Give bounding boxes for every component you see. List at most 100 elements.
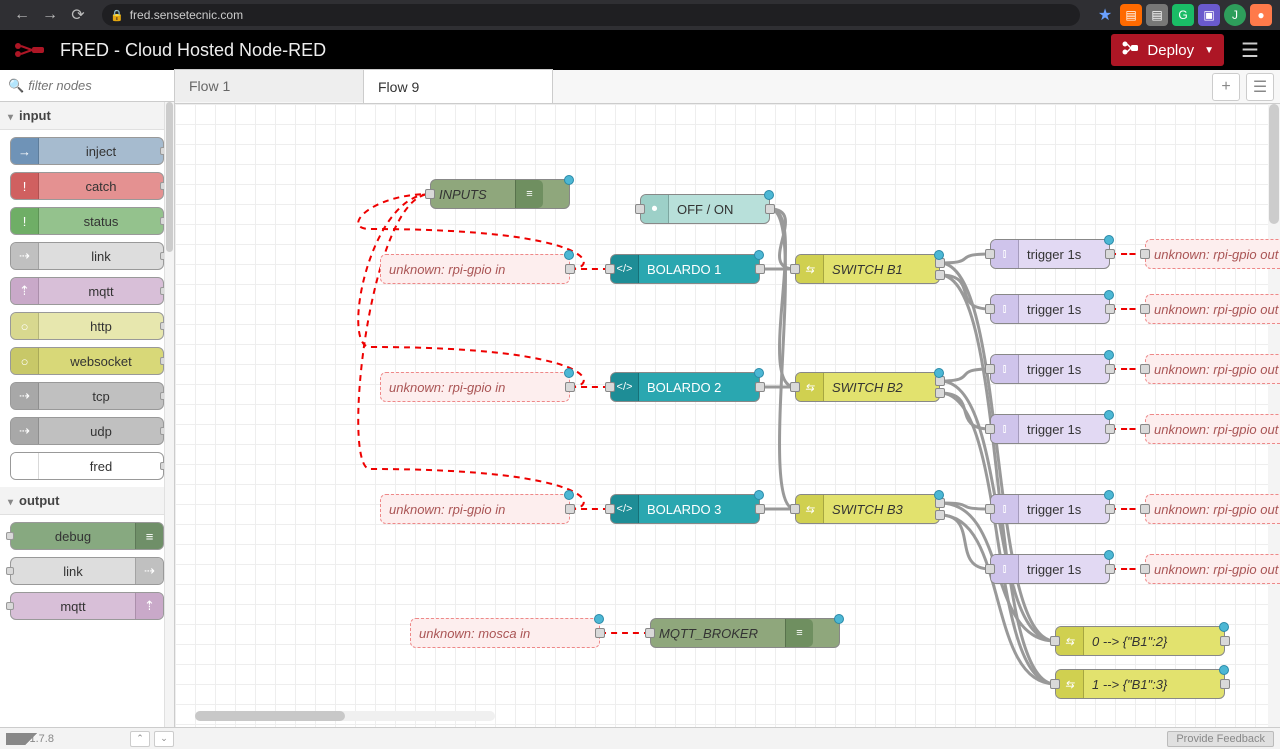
palette-node-status[interactable]: !status — [10, 207, 164, 235]
flow-node-label: trigger 1s — [1019, 362, 1109, 377]
flow-node-mosca[interactable]: unknown: mosca in — [410, 618, 600, 648]
palette-node-websocket[interactable]: ○websocket — [10, 347, 164, 375]
palette-category-input[interactable]: input — [0, 102, 174, 130]
flow-node-chg1[interactable]: ⇆0 --> {"B1":2} — [1055, 626, 1225, 656]
flow-node-tr1a[interactable]: ⫾trigger 1s — [990, 239, 1110, 269]
palette-node-label: debug — [11, 529, 135, 544]
zoom-reset-button[interactable]: ⌄ — [154, 731, 174, 747]
flow-node-label: INPUTS — [431, 187, 515, 202]
add-tab-button[interactable]: + — [1212, 73, 1240, 101]
palette-node-fred[interactable]: ◆fred — [10, 452, 164, 480]
palette-node-link[interactable]: ⇢link — [10, 242, 164, 270]
changed-badge-icon — [1104, 235, 1114, 245]
status-icon: ! — [11, 208, 39, 234]
flow-node-sw2[interactable]: ⇆SWITCH B2 — [795, 372, 940, 402]
changed-badge-icon — [1219, 622, 1229, 632]
canvas-h-scrollbar[interactable] — [195, 711, 495, 721]
palette-node-inject[interactable]: →inject — [10, 137, 164, 165]
palette-node-udp[interactable]: ⇢udp — [10, 417, 164, 445]
address-bar[interactable]: 🔒 fred.sensetecnic.com — [102, 4, 1080, 26]
palette-category-output[interactable]: output — [0, 487, 174, 515]
changed-badge-icon — [1104, 490, 1114, 500]
flow-node-tr2b[interactable]: ⫾trigger 1s — [990, 414, 1110, 444]
chg2-icon: ⇆ — [1056, 670, 1084, 698]
flow-node-bol3[interactable]: </>BOLARDO 3 — [610, 494, 760, 524]
flow-node-tr3a[interactable]: ⫾trigger 1s — [990, 494, 1110, 524]
http-icon: ○ — [11, 313, 39, 339]
palette-node-label: mqtt — [11, 599, 135, 614]
bol3-icon: </> — [611, 495, 639, 523]
palette-node-label: catch — [39, 179, 163, 194]
palette-node-catch[interactable]: !catch — [10, 172, 164, 200]
udp-icon: ⇢ — [11, 418, 39, 444]
deploy-icon — [1121, 41, 1139, 59]
flow-node-mqttb[interactable]: ≡MQTT_BROKER — [650, 618, 840, 648]
tab-flow-9[interactable]: Flow 9 — [363, 69, 553, 103]
flow-node-gout2a[interactable]: unknown: rpi-gpio out — [1145, 354, 1280, 384]
palette-node-label: mqtt — [39, 284, 163, 299]
flow-node-bol2[interactable]: </>BOLARDO 2 — [610, 372, 760, 402]
palette-scrollbar[interactable] — [164, 102, 174, 727]
flow-node-sw3[interactable]: ⇆SWITCH B3 — [795, 494, 940, 524]
flow-node-label: BOLARDO 2 — [639, 380, 759, 395]
tr2b-icon: ⫾ — [991, 415, 1019, 443]
menu-button[interactable]: ☰ — [1230, 30, 1270, 70]
zoom-fit-button[interactable]: ⌃ — [130, 731, 150, 747]
flow-node-tr1b[interactable]: ⫾trigger 1s — [990, 294, 1110, 324]
ext-orange-icon[interactable]: ● — [1250, 4, 1272, 26]
flow-node-label: MQTT_BROKER — [651, 626, 785, 641]
rss2-icon[interactable]: ▤ — [1146, 4, 1168, 26]
back-icon[interactable]: ← — [8, 1, 36, 29]
changed-badge-icon — [1104, 550, 1114, 560]
flow-node-chg2[interactable]: ⇆1 --> {"B1":3} — [1055, 669, 1225, 699]
palette-node-mqtt[interactable]: ⇡mqtt — [10, 277, 164, 305]
flow-node-label: 1 --> {"B1":3} — [1084, 677, 1224, 692]
flow-node-gpioin3[interactable]: unknown: rpi-gpio in — [380, 494, 570, 524]
grammarly-icon[interactable]: G — [1172, 4, 1194, 26]
mqttb-icon: ≡ — [785, 619, 813, 647]
flow-node-tr2a[interactable]: ⫾trigger 1s — [990, 354, 1110, 384]
palette-node-link[interactable]: ⇢link — [10, 557, 164, 585]
fred-icon: ◆ — [11, 453, 39, 479]
changed-badge-icon — [1104, 410, 1114, 420]
flow-node-bol1[interactable]: </>BOLARDO 1 — [610, 254, 760, 284]
tcp-icon: ⇢ — [11, 383, 39, 409]
changed-badge-icon — [834, 614, 844, 624]
caret-down-icon: ▼ — [1204, 45, 1214, 56]
palette-search[interactable]: 🔍 — [0, 70, 174, 102]
flow-node-inputs[interactable]: ≡INPUTS — [430, 179, 570, 209]
palette-node-mqtt[interactable]: ⇡mqtt — [10, 592, 164, 620]
palette-node-http[interactable]: ○http — [10, 312, 164, 340]
flow-node-offon[interactable]: ⏺OFF / ON — [640, 194, 770, 224]
palette-node-tcp[interactable]: ⇢tcp — [10, 382, 164, 410]
list-tabs-button[interactable]: ☰ — [1246, 73, 1274, 101]
lock-icon: 🔒 — [110, 9, 124, 22]
tab-flow-1[interactable]: Flow 1 — [174, 69, 364, 102]
flow-node-gout3b[interactable]: unknown: rpi-gpio out — [1145, 554, 1280, 584]
flow-node-gout3a[interactable]: unknown: rpi-gpio out — [1145, 494, 1280, 524]
chg1-icon: ⇆ — [1056, 627, 1084, 655]
websocket-icon: ○ — [11, 348, 39, 374]
deploy-button[interactable]: Deploy ▼ — [1111, 34, 1224, 66]
star-icon[interactable]: ★ — [1094, 4, 1116, 26]
flow-canvas[interactable]: ≡INPUTS⏺OFF / ONunknown: rpi-gpio in</>B… — [175, 104, 1280, 727]
forward-icon[interactable]: → — [36, 1, 64, 29]
ext-purple-icon[interactable]: ▣ — [1198, 4, 1220, 26]
changed-badge-icon — [564, 250, 574, 260]
profile-j-icon[interactable]: J — [1224, 4, 1246, 26]
reload-icon[interactable]: ⟳ — [64, 1, 92, 29]
palette-node-debug[interactable]: ≡debug — [10, 522, 164, 550]
palette-node-label: udp — [39, 424, 163, 439]
flow-node-sw1[interactable]: ⇆SWITCH B1 — [795, 254, 940, 284]
flow-node-label: SWITCH B1 — [824, 262, 939, 277]
rss-icon[interactable]: ▤ — [1120, 4, 1142, 26]
flow-node-gout2b[interactable]: unknown: rpi-gpio out — [1145, 414, 1280, 444]
flow-node-gout1b[interactable]: unknown: rpi-gpio out — [1145, 294, 1280, 324]
feedback-button[interactable]: Provide Feedback — [1167, 731, 1274, 747]
flow-node-gpioin1[interactable]: unknown: rpi-gpio in — [380, 254, 570, 284]
flow-node-tr3b[interactable]: ⫾trigger 1s — [990, 554, 1110, 584]
flow-node-gout1a[interactable]: unknown: rpi-gpio out — [1145, 239, 1280, 269]
flow-node-gpioin2[interactable]: unknown: rpi-gpio in — [380, 372, 570, 402]
palette-node-label: inject — [39, 144, 163, 159]
flow-node-label: SWITCH B2 — [824, 380, 939, 395]
